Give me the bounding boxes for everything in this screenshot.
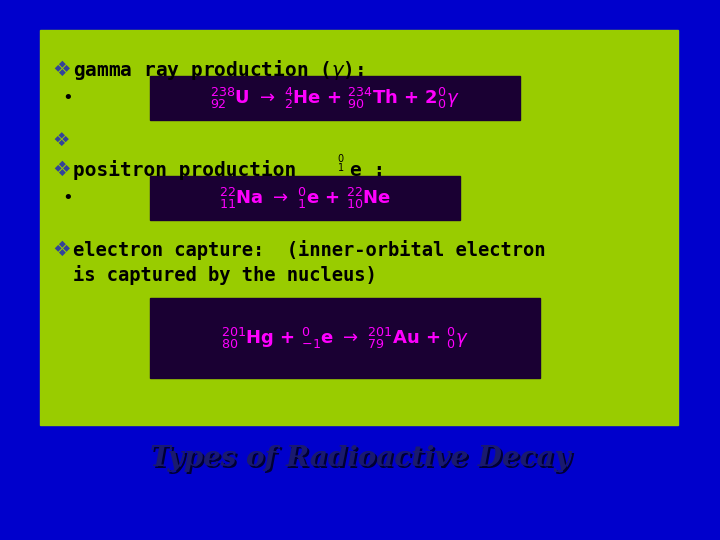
Text: $^{22}_{11}$Na $\rightarrow$ $^{0}_{1}$e + $^{22}_{10}$Ne: $^{22}_{11}$Na $\rightarrow$ $^{0}_{1}$e… [219,185,391,211]
FancyBboxPatch shape [150,176,460,220]
Text: positron production: positron production [73,160,296,180]
Text: Types of Radioactive Decay: Types of Radioactive Decay [150,444,570,471]
Text: electron capture:  (inner-orbital electron: electron capture: (inner-orbital electro… [73,240,546,260]
Text: is captured by the nucleus): is captured by the nucleus) [73,265,377,285]
Text: ❖: ❖ [52,160,71,180]
Text: $^{0}_{1}$: $^{0}_{1}$ [337,153,345,176]
Text: ❖: ❖ [52,240,71,260]
Text: e :: e : [350,160,385,179]
FancyBboxPatch shape [150,298,540,378]
Text: •: • [62,89,73,107]
Text: $^{238}_{92}$U $\rightarrow$ $^{4}_{2}$He + $^{234}_{90}$Th + 2$^{0}_{0}\gamma$: $^{238}_{92}$U $\rightarrow$ $^{4}_{2}$H… [210,85,460,111]
Text: ❖: ❖ [52,131,70,150]
Text: $^{201}_{80}$Hg + $^{0}_{-1}$e $\rightarrow$ $^{201}_{79}$Au + $^{0}_{0}\gamma$: $^{201}_{80}$Hg + $^{0}_{-1}$e $\rightar… [221,326,469,350]
Text: •: • [62,189,73,207]
FancyBboxPatch shape [40,30,678,425]
Text: ❖: ❖ [52,60,71,80]
FancyBboxPatch shape [150,76,520,120]
Text: gamma ray production ($\gamma$):: gamma ray production ($\gamma$): [73,58,364,82]
Text: Types of Radioactive Decay: Types of Radioactive Decay [152,447,572,474]
